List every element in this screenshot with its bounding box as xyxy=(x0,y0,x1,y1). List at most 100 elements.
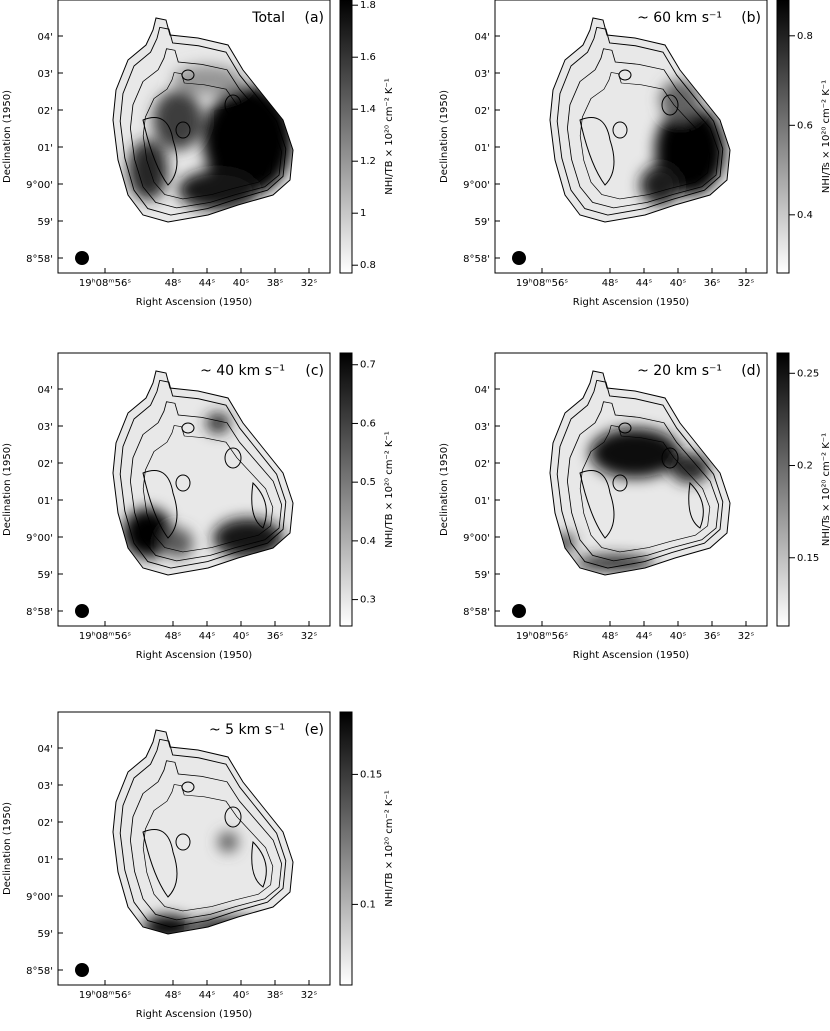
colorbar-tick-label: 0.15 xyxy=(360,769,382,780)
colorbar-tick-label: 1.4 xyxy=(360,104,376,115)
y-tick-label: 02' xyxy=(38,818,53,829)
y-tick-label: 01' xyxy=(475,496,490,507)
colorbar-label: NHI/TB × 10²⁰ cm⁻² K⁻¹ xyxy=(384,790,395,907)
emission xyxy=(173,65,243,95)
x-tick-label: 40ˢ xyxy=(670,278,687,289)
y-axis-label: Declination (1950) xyxy=(2,802,13,895)
y-tick-label: 01' xyxy=(475,143,490,154)
emission xyxy=(575,555,655,571)
y-axis-label: Declination (1950) xyxy=(2,90,13,183)
colorbar-tick-label: 1.8 xyxy=(360,0,376,11)
y-axis-label: Declination (1950) xyxy=(439,90,450,183)
x-tick-label: 19ʰ08ᵐ56ˢ xyxy=(516,631,568,642)
y-tick-label: 01' xyxy=(38,496,53,507)
colorbar-tick-label: 0.1 xyxy=(360,899,376,910)
x-tick-label: 32ˢ xyxy=(301,278,318,289)
x-tick-label: 40ˢ xyxy=(233,631,250,642)
colorbar-label: NHI/TB × 10²⁰ cm⁻² K⁻¹ xyxy=(384,78,395,195)
y-tick-label: 04' xyxy=(475,32,490,43)
y-tick-label: 9°00' xyxy=(463,180,490,191)
y-tick-label: 9°00' xyxy=(26,892,53,903)
emission xyxy=(153,90,203,150)
x-tick-label: 48ˢ xyxy=(602,278,619,289)
x-tick-label: 19ʰ08ᵐ56ˢ xyxy=(516,278,568,289)
x-tick-label: 36ˢ xyxy=(704,631,721,642)
x-tick-label: 32ˢ xyxy=(738,278,755,289)
colorbar-tick-label: 0.6 xyxy=(797,120,813,131)
x-tick-label: 19ʰ08ᵐ56ˢ xyxy=(79,990,131,1001)
colorbar-label: NHI/Ts × 10²⁰ cm⁻² K⁻¹ xyxy=(821,433,830,546)
y-tick-label: 9°00' xyxy=(463,533,490,544)
y-tick-label: 01' xyxy=(38,143,53,154)
x-tick-label: 44ˢ xyxy=(636,631,653,642)
x-tick-label: 38ˢ xyxy=(267,990,284,1001)
panel-label: (c) xyxy=(305,363,324,379)
x-tick-label: 32ˢ xyxy=(738,631,755,642)
panel: (a) Total 19ʰ08ᵐ56ˢ 48ˢ 44ˢ 40ˢ 38ˢ 32ˢ 04' 03' 02… xyxy=(2,0,395,308)
y-tick-label: 03' xyxy=(38,781,53,792)
x-tick-label: 32ˢ xyxy=(301,631,318,642)
emission xyxy=(590,428,680,478)
y-tick-label: 59' xyxy=(475,217,490,228)
x-axis-label: Right Ascension (1950) xyxy=(136,297,253,308)
beam xyxy=(512,251,526,265)
y-tick-label: 02' xyxy=(38,459,53,470)
y-tick-label: 8°58' xyxy=(463,607,490,618)
y-tick-label: 59' xyxy=(475,570,490,581)
colorbar-tick-label: 1.6 xyxy=(360,52,376,63)
colorbar xyxy=(776,352,790,627)
colorbar-tick-label: 0.4 xyxy=(360,536,376,547)
y-tick-label: 03' xyxy=(38,422,53,433)
y-axis-label: Declination (1950) xyxy=(439,443,450,536)
colorbar xyxy=(339,0,353,274)
emission xyxy=(206,413,230,433)
emission xyxy=(660,80,700,120)
beam xyxy=(512,604,526,618)
panel: (c) ~ 40 km s⁻¹ 19ʰ08ᵐ56ˢ 48ˢ 44ˢ 40ˢ 36ˢ 32ˢ 04… xyxy=(2,352,395,661)
x-tick-label: 44ˢ xyxy=(636,278,653,289)
colorbar-tick-label: 1 xyxy=(360,208,366,219)
colorbar-tick-label: 0.4 xyxy=(797,210,813,221)
x-tick-label: 36ˢ xyxy=(704,278,721,289)
panel: (e) ~ 5 km s⁻¹ 19ʰ08ᵐ56ˢ 48ˢ 44ˢ 40ˢ 38ˢ 32ˢ 04'… xyxy=(2,711,395,1020)
x-axis-label: Right Ascension (1950) xyxy=(573,650,690,661)
colorbar xyxy=(776,0,790,274)
panel-title: ~ 60 km s⁻¹ xyxy=(637,10,722,26)
panel-label: (e) xyxy=(304,722,324,738)
colorbar xyxy=(339,711,353,986)
y-axis-label: Declination (1950) xyxy=(2,443,13,536)
emission xyxy=(128,140,168,200)
colorbar-tick-label: 0.5 xyxy=(360,477,376,488)
colorbar-tick-label: 0.7 xyxy=(360,360,376,371)
colorbar-tick-label: 0.8 xyxy=(360,260,376,271)
beam xyxy=(75,604,89,618)
map-blobs xyxy=(128,65,293,210)
y-tick-label: 02' xyxy=(475,459,490,470)
panel-title: Total xyxy=(251,10,285,26)
y-tick-label: 8°58' xyxy=(26,607,53,618)
colorbar-tick-label: 0.8 xyxy=(797,31,813,42)
x-tick-label: 48ˢ xyxy=(165,631,182,642)
x-tick-label: 44ˢ xyxy=(199,631,216,642)
y-tick-label: 03' xyxy=(38,69,53,80)
colorbar-tick-label: 0.2 xyxy=(797,461,813,472)
map-image xyxy=(550,371,730,575)
x-axis-label: Right Ascension (1950) xyxy=(136,1009,253,1020)
y-tick-label: 59' xyxy=(38,929,53,940)
emission xyxy=(670,453,710,483)
x-tick-label: 40ˢ xyxy=(233,990,250,1001)
y-tick-label: 59' xyxy=(38,217,53,228)
x-tick-label: 32ˢ xyxy=(301,990,318,1001)
x-axis-label: Right Ascension (1950) xyxy=(136,650,253,661)
emission xyxy=(178,170,258,210)
y-tick-label: 02' xyxy=(38,106,53,117)
panel-label: (a) xyxy=(304,10,324,26)
panel-title: ~ 5 km s⁻¹ xyxy=(209,722,285,738)
x-tick-label: 38ˢ xyxy=(267,278,284,289)
panel: (d) ~ 20 km s⁻¹ 19ʰ08ᵐ56ˢ 48ˢ 44ˢ 40ˢ 36ˢ 32ˢ 04… xyxy=(439,352,830,661)
y-tick-label: 8°58' xyxy=(26,966,53,977)
y-tick-label: 59' xyxy=(38,570,53,581)
x-tick-label: 19ʰ08ᵐ56ˢ xyxy=(79,631,131,642)
colorbar-tick-label: 1.2 xyxy=(360,156,376,167)
